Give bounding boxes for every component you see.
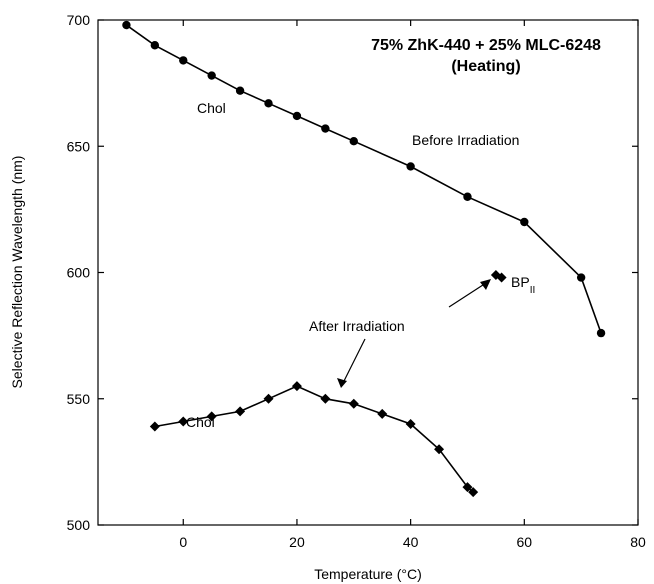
annotation-chol-lower: Chol xyxy=(186,414,215,430)
y-tick-label: 500 xyxy=(67,517,91,533)
x-axis-title: Temperature (°C) xyxy=(314,566,422,582)
series-2-point xyxy=(178,416,189,427)
series-2-point xyxy=(320,393,331,404)
annotation-before-irradiation: Before Irradiation xyxy=(412,132,519,148)
series-2-point xyxy=(263,393,274,404)
series-3-point xyxy=(496,272,507,283)
series-2-point xyxy=(405,419,416,429)
y-axis-title: Selective Reflection Wavelength (nm) xyxy=(9,156,25,389)
series-2-point xyxy=(377,408,388,419)
y-tick-label: 600 xyxy=(67,265,91,281)
series-1-point xyxy=(264,99,273,108)
series-2-line xyxy=(154,385,474,493)
series-2-point xyxy=(206,411,217,422)
series-1-point xyxy=(321,124,330,133)
x-tick-label: 0 xyxy=(179,534,187,550)
arrow-to-after-curve xyxy=(337,338,366,388)
series-layer xyxy=(122,20,606,498)
series-1-point xyxy=(576,273,586,282)
series-1-point xyxy=(179,56,188,65)
annotation-bp-main: BP xyxy=(511,274,530,290)
series-2-point xyxy=(434,444,445,455)
series-1-point xyxy=(463,192,472,201)
series-2-point xyxy=(149,421,160,432)
y-tick-label: 700 xyxy=(67,12,91,28)
series-1-point xyxy=(150,41,160,50)
ticks: 0 20 40 60 80 500 550 600 650 700 xyxy=(67,12,646,550)
arrow-to-bp xyxy=(448,279,491,308)
series-1-point xyxy=(122,20,131,30)
x-tick-label: 20 xyxy=(289,534,305,550)
annotation-bp-sub: II xyxy=(530,285,536,296)
series-1-point xyxy=(596,328,606,338)
series-2-point xyxy=(235,406,246,417)
series-1-point xyxy=(235,86,245,95)
series-2-point xyxy=(348,398,359,409)
chart-title-line1: 75% ZhK-440 + 25% MLC-6248 xyxy=(371,37,601,54)
series-1-point xyxy=(207,71,216,80)
series-1-point xyxy=(349,137,358,146)
x-tick-label: 40 xyxy=(403,534,419,550)
series-2-point xyxy=(291,381,302,392)
series-1-point xyxy=(292,111,302,121)
plot-frame xyxy=(97,19,639,526)
series-1-point xyxy=(406,162,415,171)
x-tick-label: 60 xyxy=(517,534,533,550)
series-2-point xyxy=(468,487,479,498)
annotation-bp: BPII xyxy=(511,274,535,296)
series-1-point xyxy=(520,217,529,227)
y-tick-label: 550 xyxy=(67,391,91,407)
series-2-point xyxy=(462,482,473,493)
chart-title-line2: (Heating) xyxy=(451,58,520,75)
x-tick-label: 80 xyxy=(630,534,646,550)
annotation-after-irradiation: After Irradiation xyxy=(309,318,405,334)
series-1-line xyxy=(125,24,602,334)
annotation-chol-upper: Chol xyxy=(197,100,226,116)
y-tick-label: 650 xyxy=(67,138,91,154)
